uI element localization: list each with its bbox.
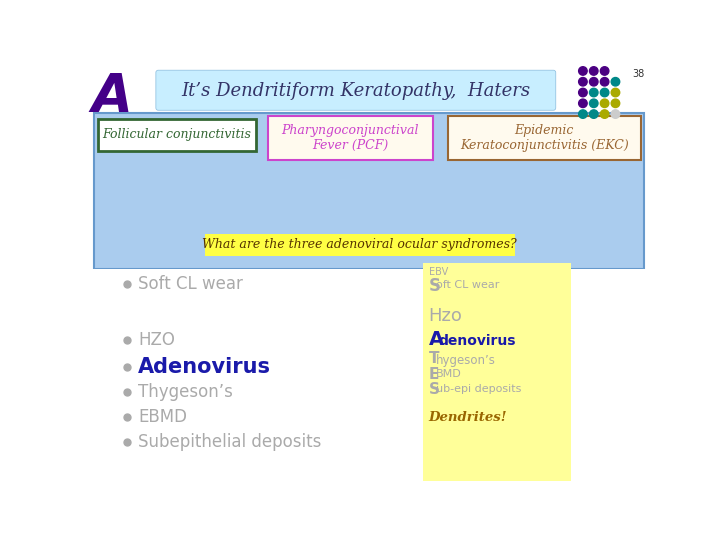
Text: Soft CL wear: Soft CL wear	[138, 275, 243, 293]
Bar	[94, 112, 644, 269]
Text: EBV: EBV	[428, 267, 448, 278]
Text: Thygeson’s: Thygeson’s	[138, 383, 233, 401]
Text: HZO: HZO	[138, 332, 175, 349]
FancyBboxPatch shape	[269, 116, 433, 160]
FancyBboxPatch shape	[156, 70, 556, 110]
Bar	[90, 269, 648, 481]
Circle shape	[600, 110, 609, 118]
Text: It’s Dendritiform Keratopathy,  Haters: It’s Dendritiform Keratopathy, Haters	[181, 82, 531, 100]
Circle shape	[611, 99, 620, 107]
Circle shape	[611, 88, 620, 97]
Circle shape	[579, 88, 588, 97]
Circle shape	[590, 78, 598, 86]
Circle shape	[600, 99, 609, 107]
Circle shape	[600, 78, 609, 86]
Text: S: S	[428, 382, 440, 397]
Circle shape	[611, 78, 620, 86]
Text: A: A	[428, 330, 444, 349]
Circle shape	[611, 110, 620, 118]
Text: E: E	[428, 367, 439, 382]
Text: Dendrites!: Dendrites!	[428, 411, 508, 424]
Circle shape	[590, 88, 598, 97]
Text: BMD: BMD	[436, 369, 462, 379]
Text: Hzo: Hzo	[428, 307, 462, 325]
Text: Pharyngoconjunctival
Fever (PCF): Pharyngoconjunctival Fever (PCF)	[282, 124, 419, 152]
Circle shape	[600, 88, 609, 97]
Bar	[423, 264, 570, 481]
Text: hygeson’s: hygeson’s	[436, 354, 495, 367]
FancyBboxPatch shape	[98, 119, 256, 151]
Text: 38: 38	[632, 69, 644, 79]
Text: oft CL wear: oft CL wear	[436, 280, 500, 291]
Circle shape	[590, 67, 598, 75]
Text: Follicular conjunctivitis: Follicular conjunctivitis	[102, 129, 251, 141]
Circle shape	[600, 67, 609, 75]
Bar	[204, 234, 515, 256]
Text: T: T	[428, 351, 439, 366]
Text: Epidemic
Keratoconjunctivitis (EKC): Epidemic Keratoconjunctivitis (EKC)	[460, 124, 629, 152]
Circle shape	[590, 99, 598, 107]
Text: ub-epi deposits: ub-epi deposits	[436, 384, 521, 394]
Text: S: S	[428, 276, 441, 294]
Circle shape	[579, 78, 588, 86]
Text: denovirus: denovirus	[438, 334, 516, 348]
Circle shape	[590, 110, 598, 118]
Text: What are the three adenoviral ocular syndromes?: What are the three adenoviral ocular syn…	[202, 239, 517, 252]
FancyBboxPatch shape	[448, 116, 641, 160]
Text: EBMD: EBMD	[138, 408, 187, 427]
Text: Adenovirus: Adenovirus	[138, 356, 271, 376]
Text: Subepithelial deposits: Subepithelial deposits	[138, 433, 321, 451]
Circle shape	[579, 110, 588, 118]
Text: A: A	[91, 71, 132, 123]
Circle shape	[579, 67, 588, 75]
Circle shape	[579, 99, 588, 107]
